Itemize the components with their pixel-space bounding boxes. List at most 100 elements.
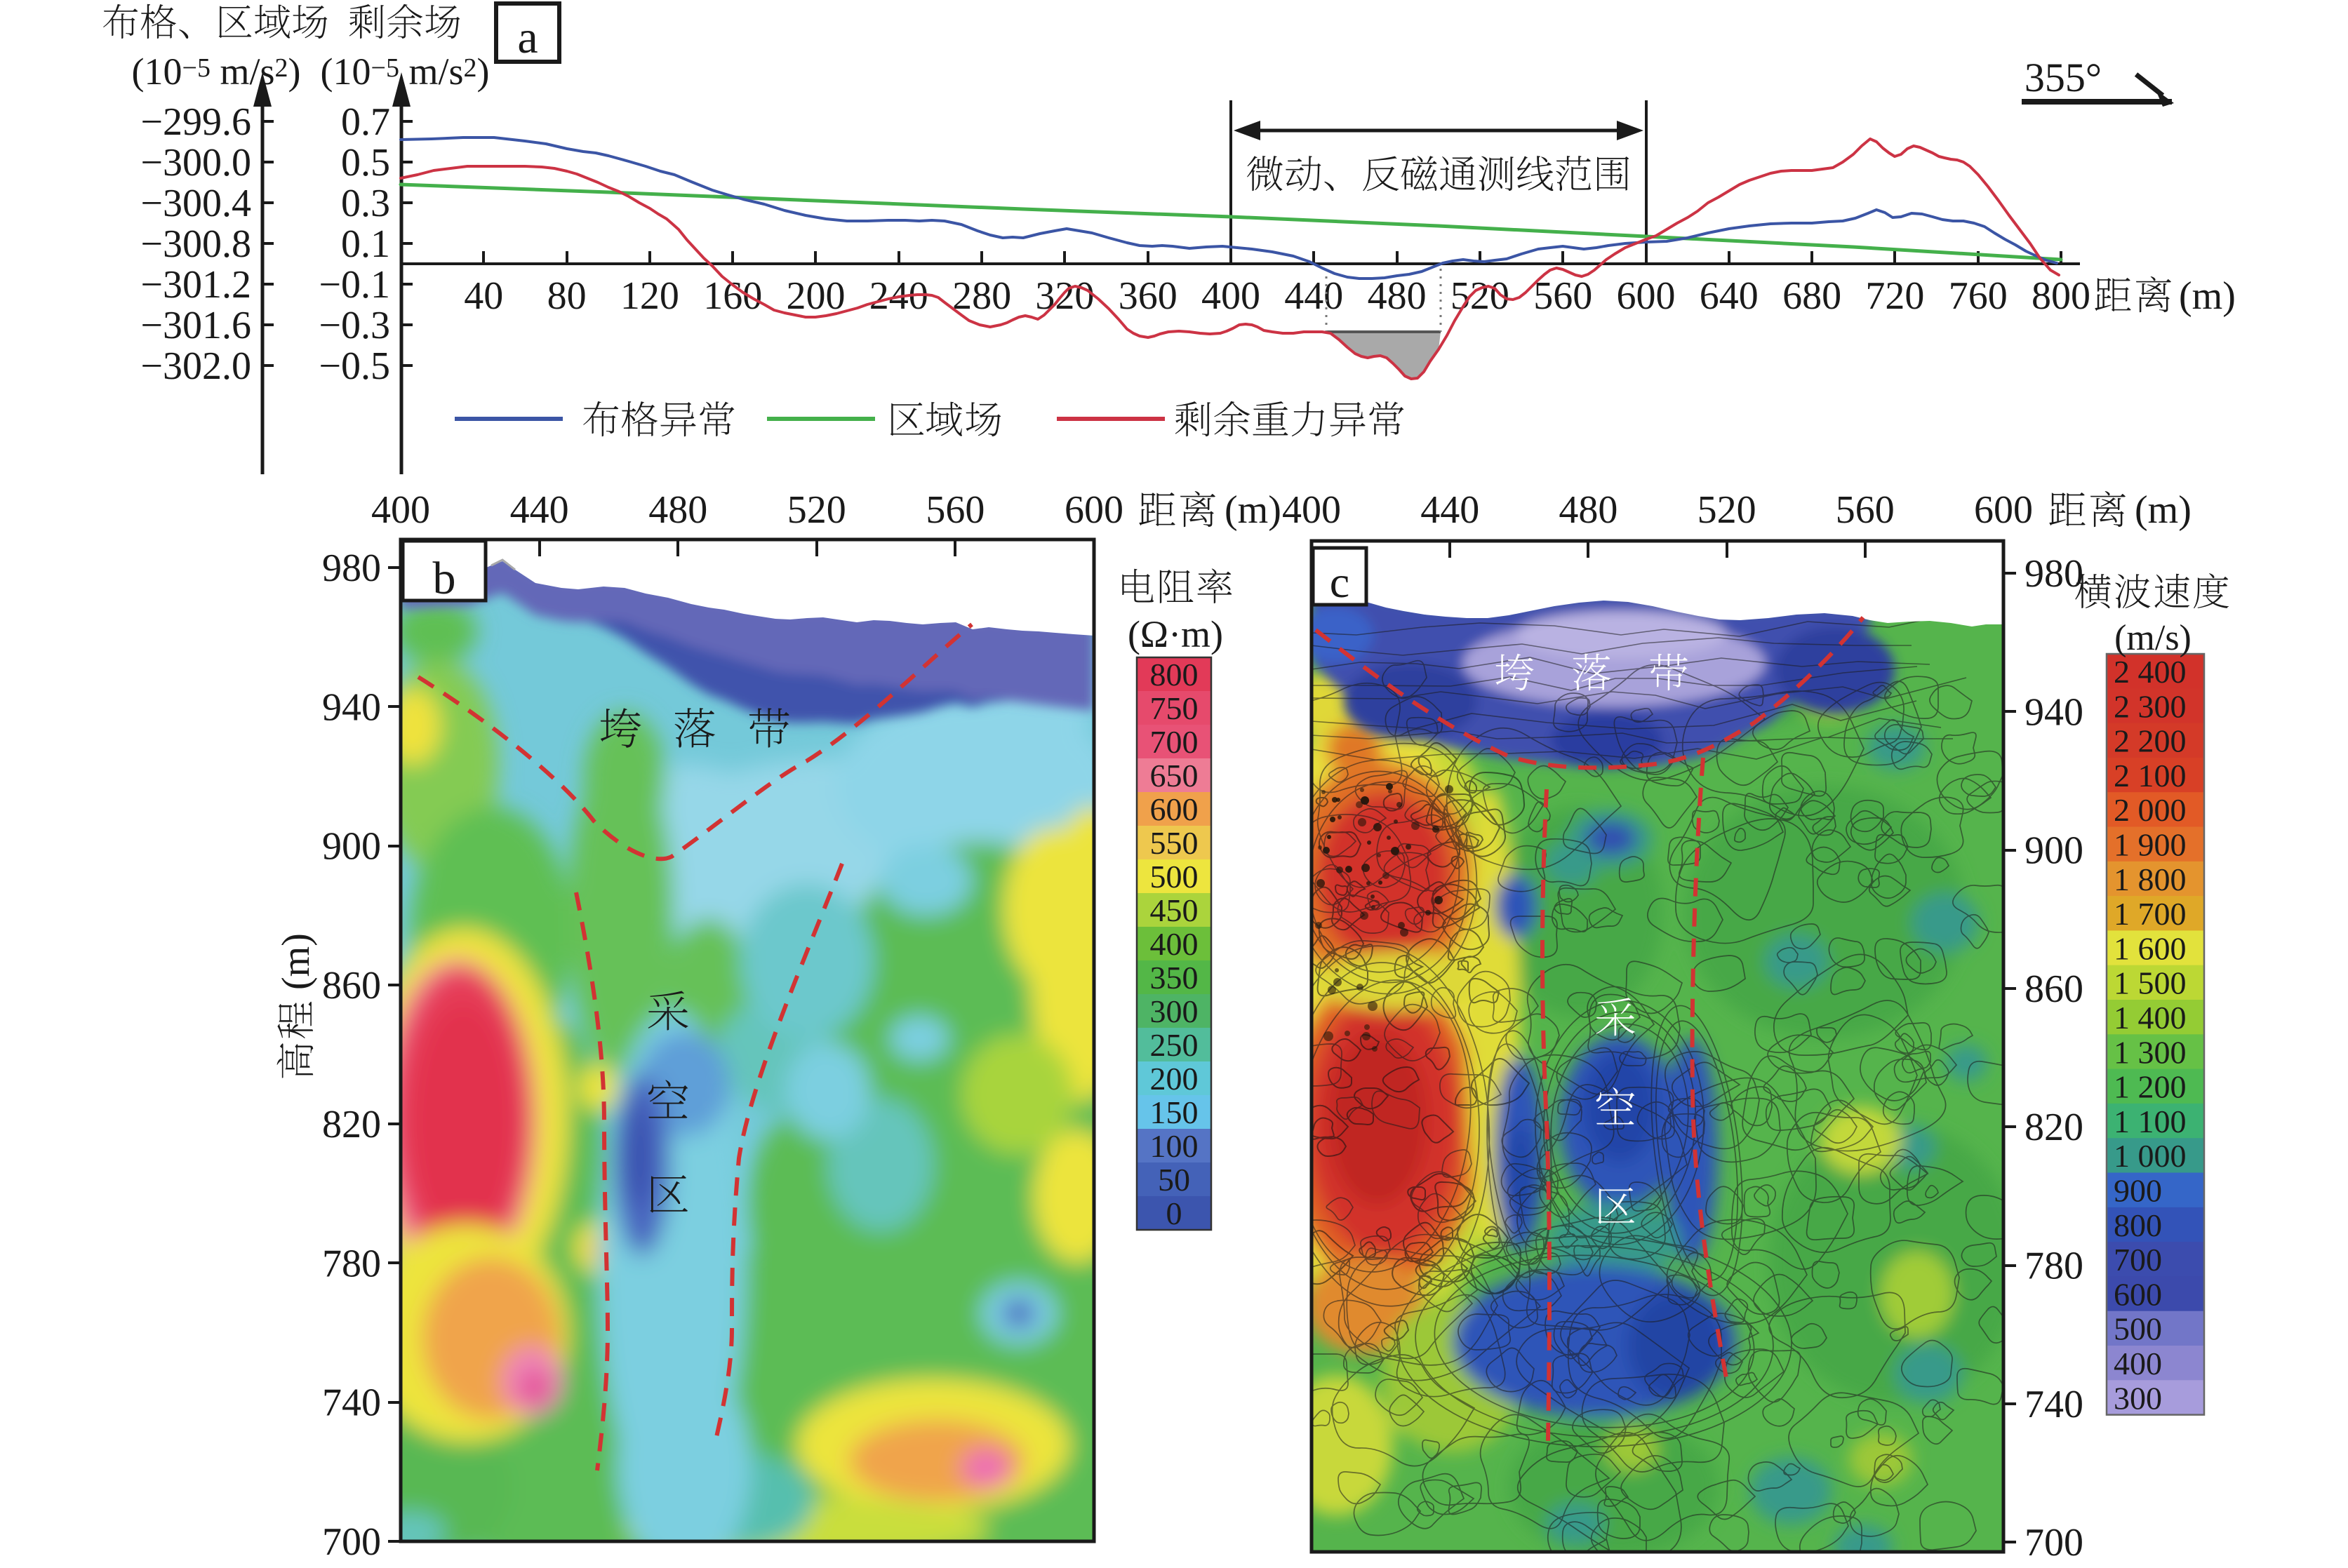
svg-text:350: 350	[1150, 960, 1199, 996]
svg-text:1 400: 1 400	[2114, 1000, 2187, 1036]
svg-text:400: 400	[1150, 926, 1199, 962]
svg-text:600: 600	[1617, 274, 1676, 318]
svg-text:700: 700	[2114, 1242, 2162, 1278]
svg-text:(Ω·m): (Ω·m)	[1128, 613, 1223, 655]
svg-text:320: 320	[1035, 274, 1094, 318]
svg-text:40: 40	[464, 274, 503, 318]
svg-text:1 800: 1 800	[2114, 862, 2187, 897]
svg-text:1 000: 1 000	[2114, 1138, 2187, 1174]
svg-text:720: 720	[1865, 274, 1924, 318]
svg-text:1 900: 1 900	[2114, 827, 2187, 863]
svg-text:(m): (m)	[2135, 488, 2192, 532]
svg-text:700: 700	[322, 1520, 381, 1564]
svg-text:440: 440	[1284, 274, 1343, 318]
svg-text:−299.6: −299.6	[140, 100, 251, 144]
svg-text:800: 800	[2032, 274, 2090, 318]
svg-text:860: 860	[2025, 967, 2083, 1011]
svg-text:480: 480	[1559, 488, 1617, 532]
svg-text:1 200: 1 200	[2114, 1069, 2187, 1105]
svg-text:(10−5 m/s2): (10−5 m/s2)	[132, 51, 301, 93]
svg-text:520: 520	[787, 488, 846, 532]
svg-text:450: 450	[1150, 892, 1199, 928]
svg-text:560: 560	[1533, 274, 1592, 318]
svg-text:740: 740	[322, 1381, 381, 1425]
svg-text:560: 560	[1836, 488, 1895, 532]
svg-text:600: 600	[1065, 488, 1123, 532]
svg-text:0: 0	[1166, 1195, 1182, 1231]
svg-text:400: 400	[1282, 488, 1341, 532]
svg-text:680: 680	[1782, 274, 1841, 318]
svg-text:−300.8: −300.8	[140, 222, 251, 266]
svg-text:160: 160	[703, 274, 762, 318]
svg-text:2 300: 2 300	[2114, 688, 2187, 724]
svg-text:2 200: 2 200	[2114, 723, 2187, 759]
svg-text:440: 440	[1420, 488, 1479, 532]
svg-text:200: 200	[787, 274, 846, 318]
svg-text:800: 800	[2114, 1207, 2162, 1243]
svg-text:−0.3: −0.3	[319, 304, 390, 347]
svg-text:0.7: 0.7	[341, 100, 390, 144]
svg-text:0.1: 0.1	[341, 222, 390, 266]
svg-text:550: 550	[1150, 825, 1199, 861]
svg-text:800: 800	[1150, 657, 1199, 692]
svg-text:−0.5: −0.5	[319, 344, 390, 388]
svg-text:1 300: 1 300	[2114, 1034, 2187, 1070]
svg-text:900: 900	[2114, 1173, 2162, 1209]
svg-text:500: 500	[2114, 1311, 2162, 1347]
svg-text:0.5: 0.5	[341, 141, 390, 185]
svg-text:400: 400	[1201, 274, 1260, 318]
svg-text:−301.6: −301.6	[140, 304, 251, 347]
svg-text:750: 750	[1150, 690, 1199, 726]
svg-text:520: 520	[1697, 488, 1756, 532]
svg-text:100: 100	[1150, 1128, 1199, 1164]
svg-text:50: 50	[1158, 1162, 1190, 1198]
svg-text:80: 80	[547, 274, 587, 318]
svg-text:820: 820	[2025, 1106, 2083, 1149]
svg-text:980: 980	[322, 547, 381, 590]
svg-text:200: 200	[1150, 1061, 1199, 1097]
svg-text:440: 440	[510, 488, 569, 532]
svg-text:760: 760	[1949, 274, 2008, 318]
svg-text:780: 780	[2025, 1245, 2083, 1288]
svg-text:(m): (m)	[274, 933, 318, 990]
svg-text:250: 250	[1150, 1027, 1199, 1063]
svg-text:(m): (m)	[2179, 274, 2236, 318]
svg-text:900: 900	[2025, 829, 2083, 873]
svg-text:280: 280	[952, 274, 1011, 318]
svg-text:300: 300	[1150, 993, 1199, 1029]
svg-text:700: 700	[2025, 1521, 2083, 1564]
svg-text:−301.2: −301.2	[140, 263, 251, 307]
svg-text:820: 820	[322, 1103, 381, 1146]
svg-text:1 500: 1 500	[2114, 965, 2187, 1001]
svg-text:150: 150	[1150, 1094, 1199, 1130]
svg-text:2 000: 2 000	[2114, 792, 2187, 828]
svg-text:940: 940	[322, 685, 381, 729]
svg-text:(10−5 m/s2): (10−5 m/s2)	[321, 51, 490, 93]
svg-text:400: 400	[2114, 1346, 2162, 1381]
svg-text:640: 640	[1700, 274, 1759, 318]
svg-text:780: 780	[322, 1242, 381, 1285]
svg-text:2 400: 2 400	[2114, 654, 2187, 690]
svg-text:−0.1: −0.1	[319, 263, 390, 307]
svg-text:355°: 355°	[2025, 55, 2102, 100]
svg-text:560: 560	[926, 488, 985, 532]
svg-text:700: 700	[1150, 724, 1199, 760]
svg-text:a: a	[517, 12, 538, 63]
svg-text:−300.0: −300.0	[140, 141, 251, 185]
svg-text:c: c	[1330, 557, 1349, 607]
svg-text:(m): (m)	[1225, 488, 1281, 532]
svg-text:−300.4: −300.4	[140, 182, 251, 225]
svg-text:500: 500	[1150, 859, 1199, 894]
svg-text:120: 120	[620, 274, 679, 318]
svg-text:480: 480	[648, 488, 707, 532]
svg-text:860: 860	[322, 964, 381, 1007]
svg-text:600: 600	[2114, 1276, 2162, 1312]
svg-text:480: 480	[1368, 274, 1427, 318]
svg-text:980: 980	[2025, 552, 2083, 596]
svg-text:1 700: 1 700	[2114, 896, 2187, 932]
svg-text:300: 300	[2114, 1380, 2162, 1416]
svg-text:740: 740	[2025, 1383, 2083, 1426]
svg-text:0.3: 0.3	[341, 182, 390, 225]
svg-text:900: 900	[322, 825, 381, 869]
svg-text:1 100: 1 100	[2114, 1104, 2187, 1139]
